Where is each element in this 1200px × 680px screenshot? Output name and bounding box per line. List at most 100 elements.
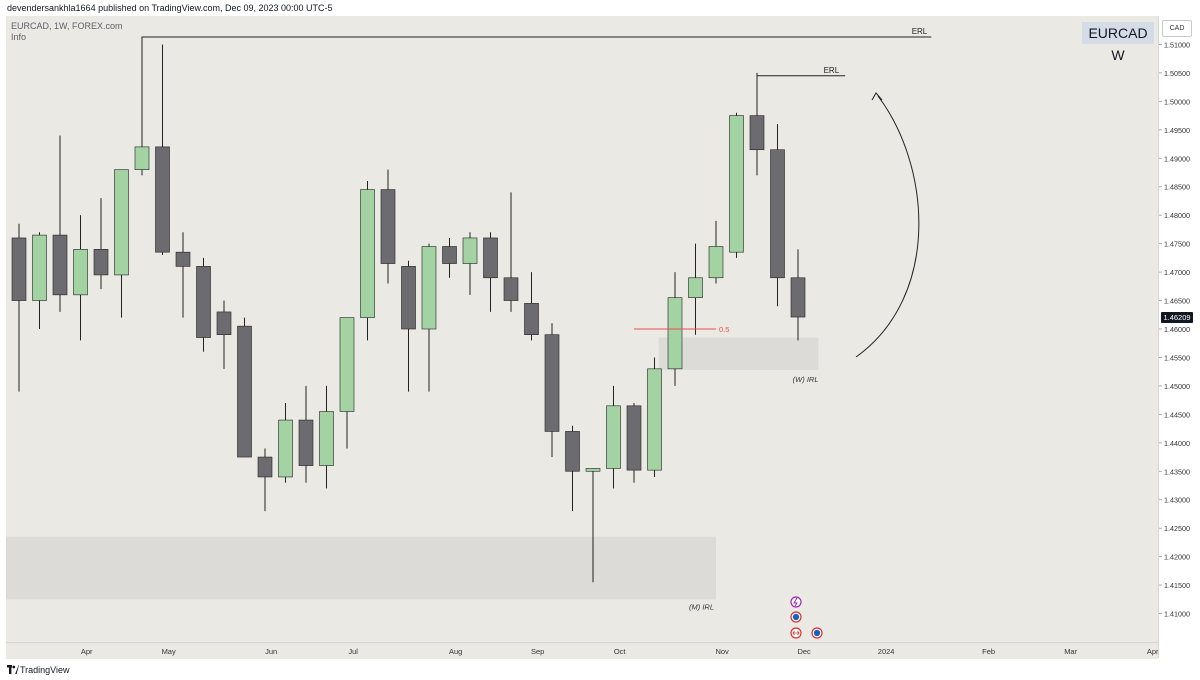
- candle-bullish: [667, 297, 683, 370]
- candle-bearish: [790, 277, 806, 318]
- candle-bullish: [688, 277, 703, 299]
- last-price-tag: 1.46209: [1161, 311, 1193, 323]
- candle-bearish: [524, 303, 539, 335]
- split-event-icon: [790, 627, 802, 639]
- time-axis-labels: Apr May Jun Jul Aug Sep Oct Nov Dec 2024 Feb Mar Apr: [81, 647, 1158, 656]
- fib-half-label: 0.5: [719, 325, 729, 334]
- time-tick-label: Jul: [348, 647, 358, 656]
- price-tick-label: 1.49000: [1164, 154, 1190, 163]
- time-axis[interactable]: Apr May Jun Jul Aug Sep Oct Nov Dec 2024 Feb Mar Apr: [6, 642, 1158, 659]
- time-tick-label: Aug: [449, 647, 462, 656]
- candle-bearish: [257, 456, 273, 478]
- economic-event-dot: [813, 629, 821, 637]
- erl-high-label: ERL: [912, 27, 928, 36]
- price-tick-label: 1.42000: [1164, 553, 1190, 562]
- price-tick-label: 1.44000: [1164, 439, 1190, 448]
- time-tick-label: Nov: [715, 647, 729, 656]
- candle-bearish: [749, 115, 765, 151]
- symbol-legend: EURCAD, 1W, FOREX.com Info: [11, 21, 123, 43]
- currency-button[interactable]: CAD: [1162, 20, 1192, 37]
- economic-event-icon: [790, 611, 802, 623]
- m-irl-zone: [6, 536, 716, 600]
- time-tick-label: Sep: [531, 647, 544, 656]
- price-tick-label: 1.45000: [1164, 382, 1190, 391]
- info-label[interactable]: Info: [11, 32, 27, 42]
- lightning-event-icon: [790, 596, 802, 608]
- price-tick-label: 1.50000: [1164, 97, 1190, 106]
- footer-brand: TradingView: [20, 665, 70, 675]
- candle-bullish: [114, 169, 129, 276]
- candle-bearish: [380, 189, 396, 264]
- candle-bearish: [298, 419, 314, 466]
- candle-bearish: [196, 266, 211, 338]
- price-tick-label: 1.47000: [1164, 268, 1190, 277]
- price-tick-label: 1.49500: [1164, 126, 1190, 135]
- candle-bullish: [32, 234, 47, 301]
- price-tick-label: 1.43500: [1164, 467, 1190, 476]
- w-irl-zone: [658, 337, 819, 370]
- economic-event-icon: [811, 627, 823, 639]
- candle-bearish: [565, 431, 580, 472]
- publish-line: devendersankhla1664 published on Trading…: [7, 3, 333, 13]
- candle-bearish: [442, 246, 457, 264]
- candle-bearish: [11, 237, 27, 301]
- candle-bullish: [462, 237, 478, 264]
- tradingview-logo-icon: [7, 665, 19, 674]
- candle-bearish: [503, 277, 519, 301]
- time-tick-label: Mar: [1064, 647, 1077, 656]
- w-irl-label: (W) IRL: [793, 375, 819, 384]
- arrowhead-icon: [871, 92, 883, 101]
- price-tick-label: 1.47500: [1164, 240, 1190, 249]
- candle-bearish: [544, 334, 560, 432]
- price-tick-label: 1.50500: [1164, 69, 1190, 78]
- chart-pane[interactable]: ERL ERL 0.5 (W) IRL (M) IRL EURCAD, 1W, FORE…: [6, 16, 1158, 642]
- price-tick-label: 1.43000: [1164, 496, 1190, 505]
- candle-bullish: [360, 189, 375, 318]
- candle-bullish: [339, 317, 355, 412]
- erl-high-line: [141, 36, 932, 49]
- erl-mid-line: [756, 75, 846, 88]
- time-tick-label: Apr: [81, 647, 93, 656]
- price-tick-label: 1.44500: [1164, 410, 1190, 419]
- candle-bearish: [155, 146, 170, 253]
- candle-bearish: [770, 149, 785, 279]
- time-tick-label: Jun: [265, 647, 277, 656]
- candle-bullish: [134, 146, 150, 170]
- lightning-event-circle: [790, 596, 802, 608]
- candle-bullish: [606, 405, 621, 469]
- erl-mid-label: ERL: [824, 66, 840, 75]
- projection-arc: [855, 95, 920, 358]
- candle-bearish: [216, 311, 232, 335]
- candle-bearish: [93, 249, 109, 276]
- candle-bearish: [626, 405, 642, 471]
- price-axis-labels: 1.41000 1.41500 1.42000 1.42500 1.43000 1.435…: [1159, 40, 1190, 619]
- title-badge: EURCAD W: [1082, 22, 1154, 63]
- price-tick-label: 1.46500: [1164, 297, 1190, 306]
- time-tick-label: 2024: [878, 647, 895, 656]
- price-axis[interactable]: CAD 1.41000 1.41500 1.42000 1.42500 1.43000 1…: [1158, 16, 1195, 658]
- price-tick-label: 1.51000: [1164, 40, 1190, 49]
- time-tick-label: May: [162, 647, 176, 656]
- candle-bullish: [319, 411, 334, 466]
- candle-bullish: [278, 419, 293, 478]
- symbol-line: EURCAD, 1W, FOREX.com: [11, 21, 123, 31]
- candle-bearish: [237, 325, 252, 458]
- chart-frame: ERL ERL 0.5 (W) IRL (M) IRL EURCAD, 1W, FORE…: [6, 16, 1195, 659]
- time-tick-label: Oct: [614, 647, 627, 656]
- price-tick-label: 1.41000: [1164, 610, 1190, 619]
- time-tick-label: Dec: [797, 647, 811, 656]
- candle-bearish: [175, 251, 191, 267]
- time-tick-label: Apr: [1147, 647, 1158, 656]
- price-tick-label: 1.48500: [1164, 183, 1190, 192]
- economic-event-dot: [792, 613, 800, 621]
- candle-bullish: [585, 468, 601, 472]
- price-tick-label: 1.41500: [1164, 581, 1190, 590]
- price-tick-label: 1.48000: [1164, 211, 1190, 220]
- time-tick-label: Feb: [982, 647, 995, 656]
- price-tick-label: 1.46000: [1164, 325, 1190, 334]
- candle-bearish: [483, 237, 498, 279]
- price-tick-label: 1.42500: [1164, 524, 1190, 533]
- m-irl-label: (M) IRL: [689, 602, 714, 611]
- publish-header: devendersankhla1664 published on Trading…: [0, 0, 1200, 16]
- candlestick-plot: ERL ERL 0.5 (W) IRL (M) IRL: [6, 27, 932, 639]
